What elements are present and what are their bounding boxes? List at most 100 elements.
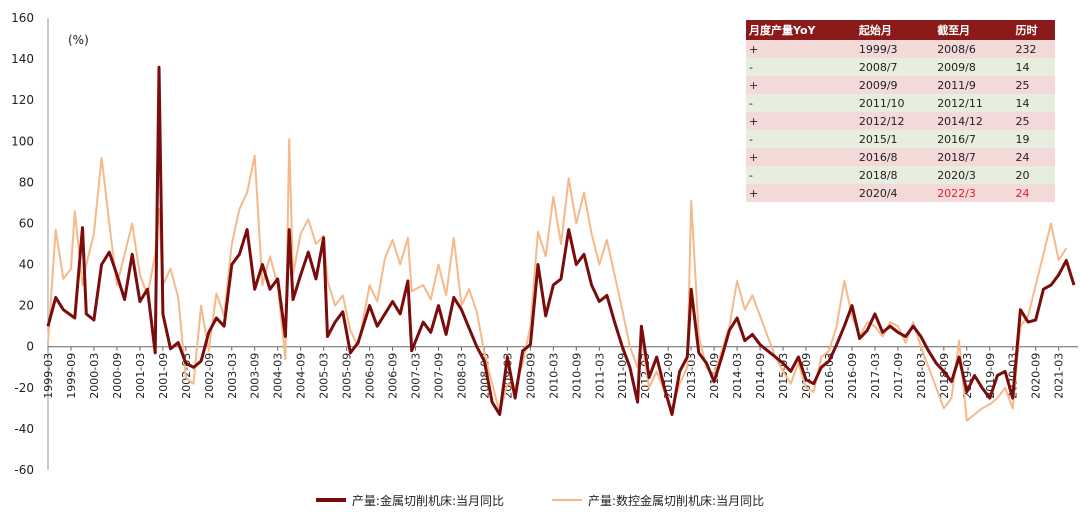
x-tick-label: 2014-09 (754, 353, 767, 399)
y-tick-label: -60 (14, 463, 34, 477)
x-tick-label: 2005-03 (318, 353, 331, 399)
table-cell: 25 (1012, 112, 1055, 130)
series-line-cnc (47, 138, 1068, 422)
table-cell: 2020/4 (855, 184, 935, 202)
table-cell: 2018/7 (934, 148, 1013, 166)
table-cell: 2012/11 (934, 94, 1013, 112)
table-cell-highlight: 24 (1012, 184, 1055, 202)
table-row: + 2012/12 2014/12 25 (746, 112, 1055, 130)
x-tick-label: 2006-09 (387, 353, 400, 399)
table-row: + 2009/9 2011/9 25 (746, 76, 1055, 94)
table-cell: - (746, 130, 856, 148)
y-tick-label: 120 (11, 93, 34, 107)
y-axis: 160 140 120 100 80 60 40 20 0 -20 -40 -60 (11, 11, 49, 477)
table-cell: 1999/3 (855, 40, 935, 58)
table-header-cell: 起始月 (855, 20, 935, 40)
x-tick-label: 2000-03 (88, 353, 101, 399)
table-cell: + (746, 148, 856, 166)
x-tick-label: 2001-03 (134, 353, 147, 399)
table-cell: 232 (1012, 40, 1055, 58)
table-cell: 2009/9 (855, 76, 935, 94)
x-tick-label: 2001-09 (157, 353, 170, 399)
x-tick-label: 2013-03 (685, 353, 698, 399)
x-tick-label: 2014-03 (731, 353, 744, 399)
table-cell-highlight: 2022/3 (934, 184, 1013, 202)
table-header-cell: 截至月 (934, 20, 1013, 40)
x-tick-label: 2010-03 (547, 353, 560, 399)
table-cell: 2009/8 (934, 58, 1013, 76)
y-tick-label: -20 (14, 381, 34, 395)
table-cell: 2008/7 (855, 58, 935, 76)
table-cell: 2018/8 (855, 166, 935, 184)
table-cell: 2016/8 (855, 148, 935, 166)
table-cell: 2011/10 (855, 94, 935, 112)
x-tick-label: 2009-09 (524, 353, 537, 399)
table-cell: - (746, 166, 856, 184)
table-cell: - (746, 94, 856, 112)
y-tick-label: 0 (26, 340, 34, 354)
x-tick-label: 2002-09 (203, 353, 216, 399)
x-tick-label: 2016-09 (846, 353, 859, 399)
table-cell: 2015/1 (855, 130, 935, 148)
legend-label: 产量:金属切削机床:当月同比 (351, 493, 504, 508)
table-cell: 19 (1012, 130, 1055, 148)
x-tick-label: 2010-09 (570, 353, 583, 399)
x-tick-label: 1999-03 (42, 353, 55, 399)
legend: 产量:金属切削机床:当月同比 产量:数控金属切削机床:当月同比 (0, 490, 1080, 510)
x-tick-label: 2004-03 (272, 353, 285, 399)
x-tick-label: 2018-09 (938, 353, 951, 399)
table-cell: 2011/9 (934, 76, 1013, 94)
table-cell: 14 (1012, 58, 1055, 76)
x-tick-label: 2017-09 (892, 353, 905, 399)
x-tick-label: 2003-03 (226, 353, 239, 399)
y-tick-label: -40 (14, 422, 34, 436)
table-cell: - (746, 58, 856, 76)
x-tick-label: 2007-09 (432, 353, 445, 399)
table-header-cell: 历时 (1012, 20, 1055, 40)
x-tick-label: 2003-09 (249, 353, 262, 399)
y-tick-label: 20 (19, 299, 34, 313)
table-cell: + (746, 40, 856, 58)
x-tick-label: 2018-03 (915, 353, 928, 399)
table-cell: 25 (1012, 76, 1055, 94)
x-tick-label: 2011-03 (593, 353, 606, 399)
table-row: - 2018/8 2020/3 20 (746, 166, 1055, 184)
table-cell: 2016/7 (934, 130, 1013, 148)
x-tick-label: 2015-09 (800, 353, 813, 399)
y-tick-label: 40 (19, 258, 34, 272)
x-tick-label: 2000-09 (111, 353, 124, 399)
table-cell: + (746, 76, 856, 94)
x-tick-label: 2020-09 (1030, 353, 1043, 399)
table-row: + 2016/8 2018/7 24 (746, 148, 1055, 166)
table-cell: 2014/12 (934, 112, 1013, 130)
x-tick-label: 2006-03 (364, 353, 377, 399)
table-row: + 2020/4 2022/3 24 (746, 184, 1055, 202)
table-cell: + (746, 184, 856, 202)
table-row: - 2008/7 2009/8 14 (746, 58, 1055, 76)
table-row: - 2015/1 2016/7 19 (746, 130, 1055, 148)
x-tick-label: 2007-03 (410, 353, 423, 399)
table-cell: 2020/3 (934, 166, 1013, 184)
x-tick-label: 2021-03 (1053, 353, 1066, 399)
x-axis: 1999-03 1999-09 2000-03 2000-09 2001-03 2001-… (42, 346, 1066, 399)
table-cell: 14 (1012, 94, 1055, 112)
series-layer (46, 65, 1076, 422)
x-tick-label: 1999-09 (65, 353, 78, 399)
table-row: - 2011/10 2012/11 14 (746, 94, 1055, 112)
table-cell: 20 (1012, 166, 1055, 184)
x-tick-label: 2004-09 (295, 353, 308, 399)
y-tick-label: 160 (11, 11, 34, 25)
series-line-metal-cutting (46, 65, 1076, 416)
table-cell: 2008/6 (934, 40, 1013, 58)
x-tick-label: 2005-09 (341, 353, 354, 399)
y-unit-label: (%) (68, 33, 89, 47)
x-tick-label: 2008-03 (455, 353, 468, 399)
y-tick-label: 60 (19, 216, 34, 230)
table-header-row: 月度产量YoY 起始月 截至月 历时 (746, 20, 1055, 40)
x-tick-label: 2017-03 (869, 353, 882, 399)
cycle-table: 月度产量YoY 起始月 截至月 历时 + 1999/3 2008/6 232 -… (746, 20, 1055, 202)
legend-item: 产量:金属切削机床:当月同比 (315, 492, 504, 509)
y-tick-label: 100 (11, 134, 34, 148)
table-header-cell: 月度产量YoY (746, 20, 856, 40)
